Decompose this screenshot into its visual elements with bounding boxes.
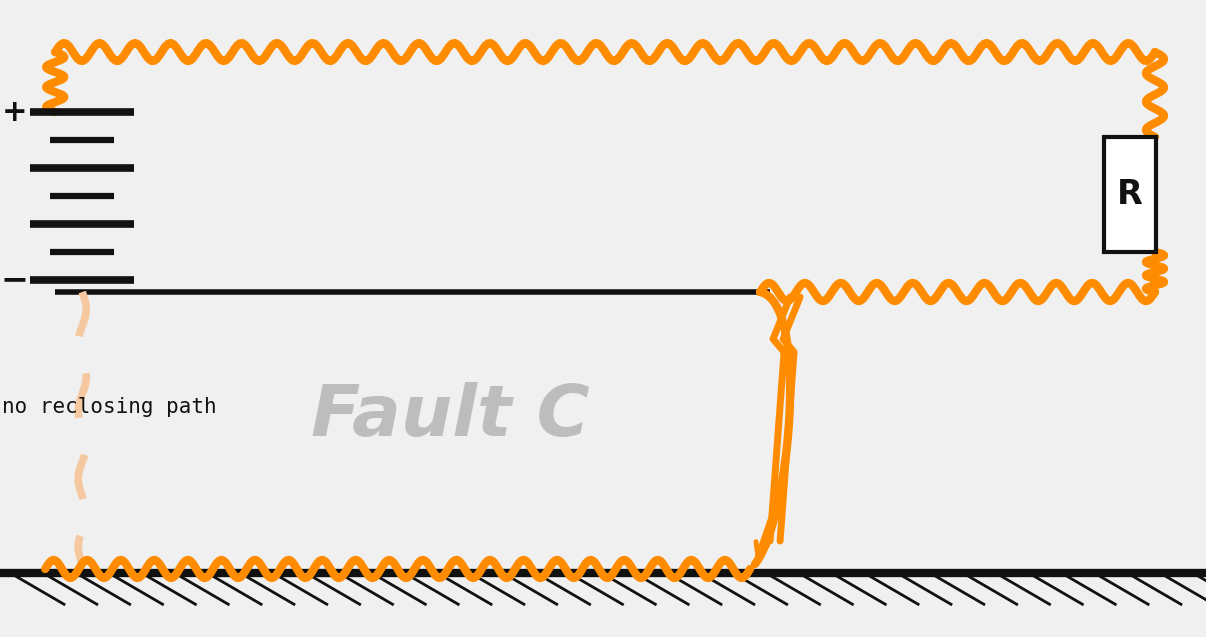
Text: −: − xyxy=(0,264,28,296)
Text: +: + xyxy=(1,97,27,127)
Bar xyxy=(1103,137,1157,252)
Text: no reclosing path: no reclosing path xyxy=(2,397,217,417)
Text: R: R xyxy=(1117,178,1143,211)
Text: Fault C: Fault C xyxy=(311,382,590,452)
